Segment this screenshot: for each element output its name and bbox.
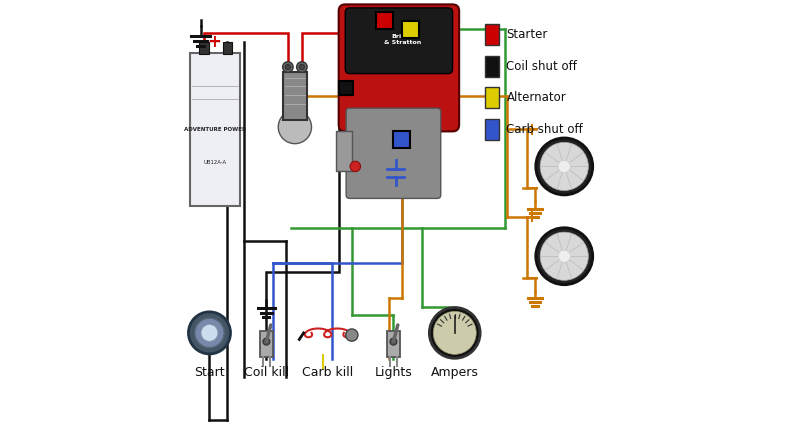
Circle shape [189, 312, 230, 354]
Circle shape [286, 64, 290, 70]
Bar [486, 56, 498, 77]
Text: +: + [207, 32, 222, 51]
Circle shape [278, 110, 311, 144]
Text: Lights: Lights [374, 366, 412, 379]
Circle shape [282, 62, 293, 72]
Circle shape [299, 64, 305, 70]
Text: PowerRideFactory.com: PowerRideFactory.com [198, 132, 221, 201]
Circle shape [540, 142, 588, 191]
Circle shape [194, 318, 224, 348]
Circle shape [201, 325, 218, 341]
Circle shape [434, 311, 476, 354]
Text: Starter: Starter [506, 28, 548, 41]
Circle shape [430, 307, 480, 358]
Text: Carb kill: Carb kill [302, 366, 354, 379]
Bar [394, 131, 410, 148]
Bar [337, 131, 352, 171]
Circle shape [536, 138, 593, 195]
Circle shape [350, 161, 361, 172]
Bar [402, 21, 419, 38]
Bar [486, 87, 498, 108]
Circle shape [297, 62, 307, 72]
Text: Start: Start [194, 366, 225, 379]
Text: Ampers: Ampers [431, 366, 478, 379]
Bar [486, 24, 498, 45]
Bar [199, 42, 209, 54]
Text: Alternator: Alternator [506, 91, 566, 104]
Bar [376, 12, 393, 29]
Bar [260, 331, 273, 357]
Bar [222, 42, 232, 54]
Text: ADVENTURE POWER: ADVENTURE POWER [184, 127, 246, 132]
Circle shape [390, 338, 397, 345]
FancyBboxPatch shape [190, 53, 240, 206]
Text: Coil kill: Coil kill [244, 366, 289, 379]
Circle shape [536, 228, 593, 285]
Bar [338, 81, 353, 95]
FancyBboxPatch shape [346, 8, 453, 74]
Circle shape [540, 232, 588, 280]
Circle shape [558, 250, 570, 262]
Text: Coil shut off: Coil shut off [506, 60, 578, 73]
Bar [486, 119, 498, 140]
Text: UB12A-A: UB12A-A [203, 160, 226, 166]
Circle shape [263, 338, 270, 345]
Text: Briggs
& Stratton: Briggs & Stratton [383, 34, 421, 45]
Circle shape [558, 160, 570, 173]
Bar [387, 331, 400, 357]
Text: Carb shut off: Carb shut off [506, 123, 583, 136]
FancyBboxPatch shape [338, 4, 459, 131]
Bar [283, 72, 307, 120]
Circle shape [346, 329, 358, 341]
FancyBboxPatch shape [346, 108, 441, 198]
